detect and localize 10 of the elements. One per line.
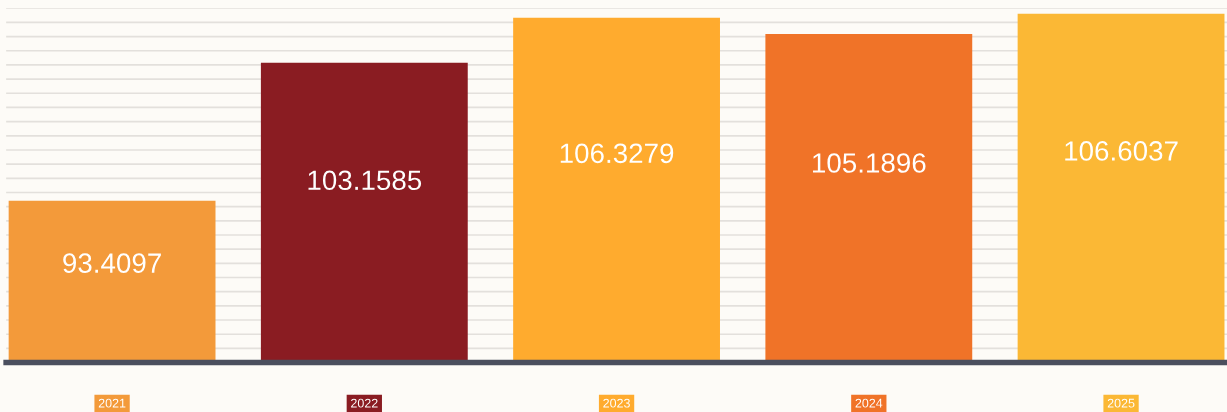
x-tick-label: 2023: [603, 398, 630, 408]
x-tick-label: 2024: [855, 398, 883, 408]
data-label: 103.1585: [308, 170, 422, 191]
data-label: 93.4097: [63, 253, 161, 273]
x-tick-label: 2021: [98, 398, 126, 408]
data-label: 106.3279: [560, 143, 674, 164]
x-tick-label: 2025: [1107, 398, 1135, 408]
data-label: 106.6037: [1065, 141, 1178, 161]
x-tick-label: 2022: [351, 398, 378, 408]
data-label: 105.1896: [813, 153, 926, 173]
